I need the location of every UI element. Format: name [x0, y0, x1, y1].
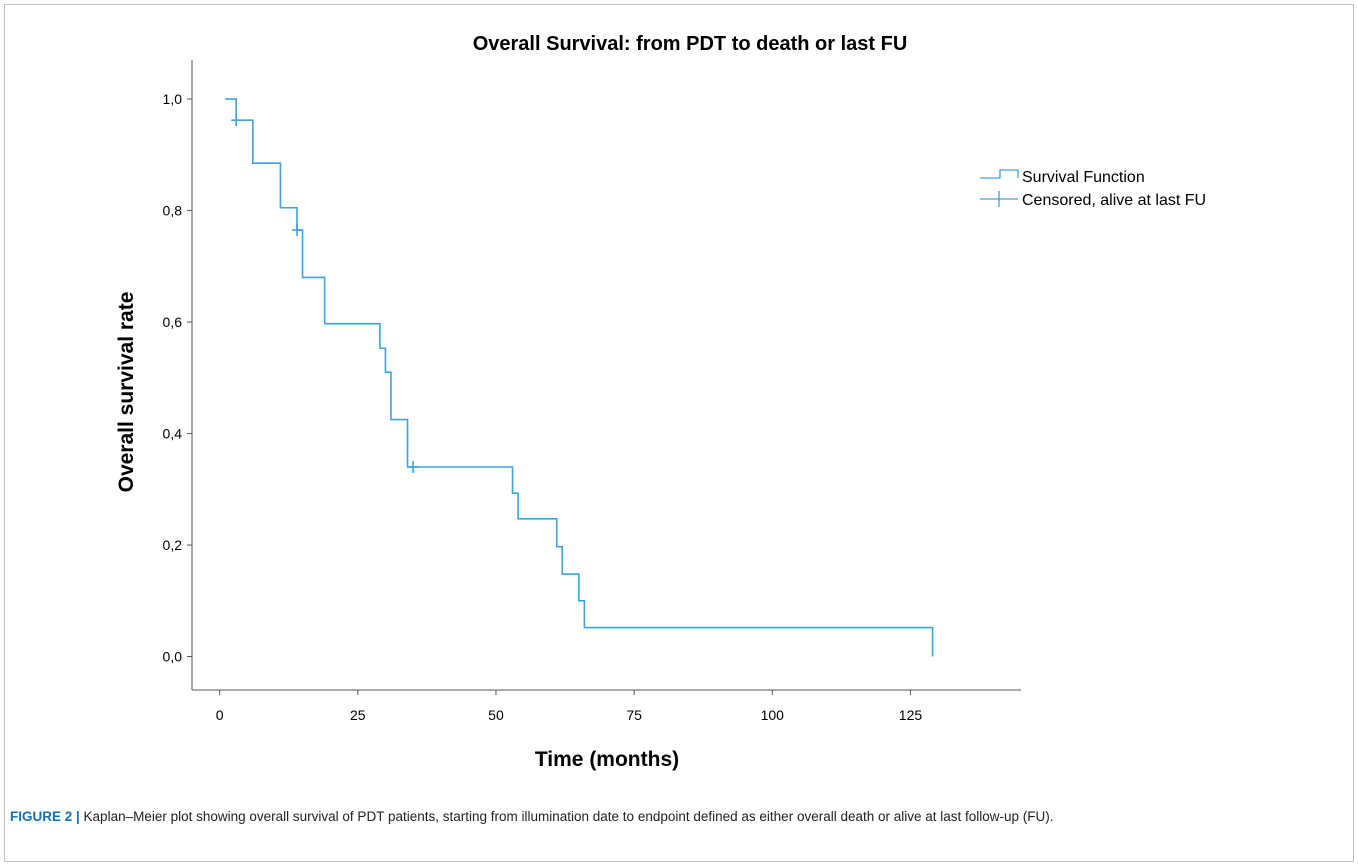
censored-marker — [231, 114, 242, 127]
y-tick-label: 0,0 — [163, 649, 183, 665]
x-axis-title: Time (months) — [535, 748, 679, 771]
kaplan-meier-chart: Overall Survival: from PDT to death or l… — [115, 33, 1206, 771]
censored-marker — [292, 224, 303, 237]
figure-caption: FIGURE 2 | Kaplan–Meier plot showing ove… — [10, 806, 1340, 827]
legend-survival-function-label: Survival Function — [1022, 169, 1145, 186]
x-ticks: 0 25 50 75 100 125 — [216, 690, 923, 723]
censored-marker — [408, 460, 419, 473]
x-tick-label: 0 — [216, 707, 224, 723]
figure-label: FIGURE 2 | — [10, 809, 80, 824]
y-tick-label: 0,2 — [163, 537, 183, 553]
chart-title: Overall Survival: from PDT to death or l… — [473, 33, 908, 55]
y-tick-label: 0,4 — [163, 426, 183, 442]
plot-area — [225, 98, 934, 657]
y-tick-label: 0,8 — [163, 203, 183, 219]
legend-censored-label: Censored, alive at last FU — [1022, 192, 1206, 209]
y-tick-label: 0,6 — [163, 314, 183, 330]
legend-survival-function-swatch — [980, 169, 1019, 179]
x-tick-label: 50 — [488, 707, 504, 723]
legend: Survival Function Censored, alive at las… — [980, 169, 1206, 209]
y-ticks: 0,0 0,2 0,4 0,6 0,8 1,0 — [163, 91, 192, 665]
y-tick-label: 1,0 — [163, 91, 183, 107]
axes — [191, 60, 1021, 691]
survival-function-line — [225, 98, 934, 657]
y-axis-title: Overall survival rate — [115, 292, 138, 493]
x-tick-label: 125 — [899, 707, 923, 723]
figure-caption-text: Kaplan–Meier plot showing overall surviv… — [79, 809, 1054, 824]
x-tick-label: 25 — [350, 707, 366, 723]
figure-frame — [4, 4, 1354, 862]
x-tick-label: 100 — [761, 707, 785, 723]
x-tick-label: 75 — [626, 707, 642, 723]
